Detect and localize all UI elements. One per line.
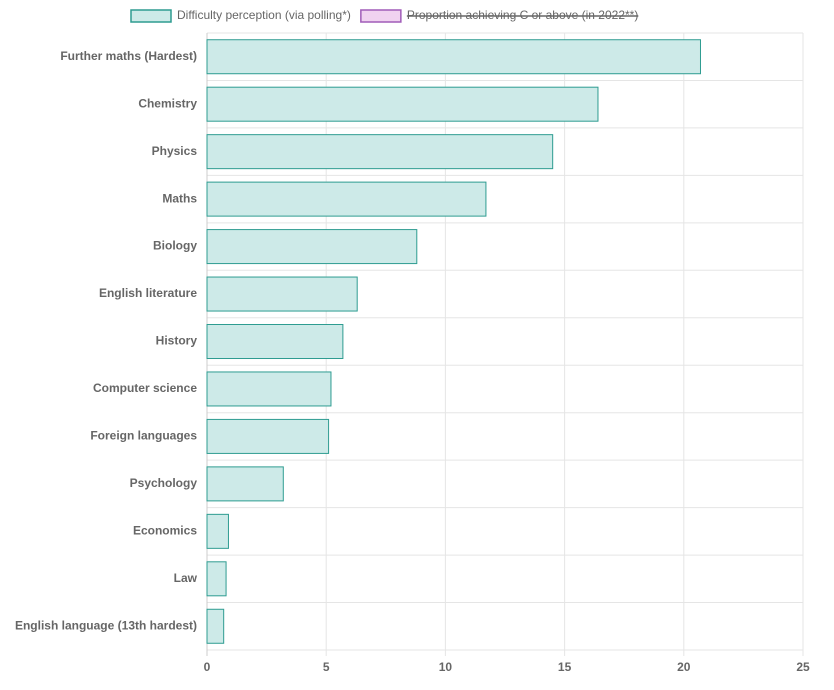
x-tick-label: 10 xyxy=(439,660,453,674)
x-tick-label: 5 xyxy=(323,660,330,674)
bar xyxy=(206,229,418,265)
bar xyxy=(206,466,284,502)
bar xyxy=(206,418,330,454)
legend-label[interactable]: Proportion achieving C or above (in 2022… xyxy=(407,8,638,22)
legend-label[interactable]: Difficulty perception (via polling*) xyxy=(177,8,351,22)
x-tick-label: 20 xyxy=(677,660,691,674)
bar xyxy=(206,324,344,359)
x-tick-label: 25 xyxy=(796,660,810,674)
y-tick-label: Computer science xyxy=(93,381,197,395)
y-tick-label: English literature xyxy=(99,286,197,300)
bar xyxy=(206,276,358,312)
y-tick-label: Law xyxy=(174,571,198,585)
bar xyxy=(206,608,225,644)
y-tick-label: Maths xyxy=(162,191,197,205)
y-tick-label: English language (13th hardest) xyxy=(15,618,197,632)
y-tick-label: History xyxy=(156,334,198,348)
y-tick-label: Psychology xyxy=(130,476,198,490)
y-tick-label: Foreign languages xyxy=(90,429,197,443)
bar xyxy=(206,39,701,75)
x-tick-label: 0 xyxy=(204,660,211,674)
bar xyxy=(206,134,554,170)
bar xyxy=(206,86,599,122)
bar xyxy=(206,371,332,407)
y-tick-label: Economics xyxy=(133,524,197,538)
y-tick-label: Further maths (Hardest) xyxy=(60,49,197,63)
legend-swatch xyxy=(130,9,172,23)
legend-swatch xyxy=(360,9,402,23)
bar xyxy=(206,513,229,549)
bar xyxy=(206,181,487,217)
y-tick-label: Biology xyxy=(153,239,197,253)
x-tick-label: 15 xyxy=(558,660,572,674)
bar xyxy=(206,561,227,597)
y-tick-label: Physics xyxy=(152,144,198,158)
y-tick-label: Chemistry xyxy=(138,96,197,110)
